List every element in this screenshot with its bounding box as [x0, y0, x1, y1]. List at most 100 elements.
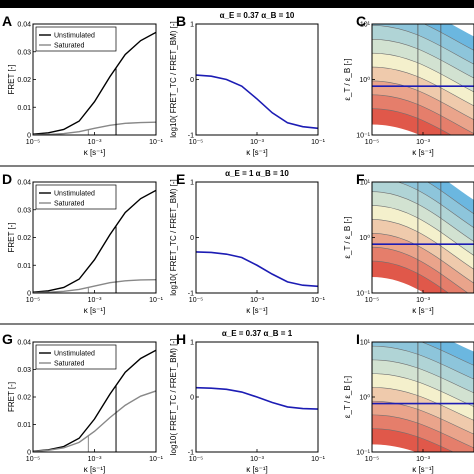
panel-title: α_E = 1 α_B = 10 — [225, 169, 289, 178]
y-tick-label: 10⁰ — [359, 394, 370, 402]
panel-label: E — [176, 171, 185, 187]
contour-band — [372, 428, 454, 452]
panel-C: C 10⁻⁵ 10⁻³ 10⁻¹ 10⁰ 10¹ κ [s⁻¹] ε_T / ε_B [-] — [343, 13, 474, 157]
x-tick-label: 10⁻³ — [88, 139, 102, 146]
contour-line — [372, 233, 474, 284]
y-axis-label: ε_T / ε_B [-] — [343, 376, 352, 418]
y-tick-label: 10¹ — [360, 22, 371, 29]
legend-box — [35, 344, 117, 370]
x-tick-label: 10⁻³ — [416, 456, 430, 463]
y-tick-label: 0.03 — [17, 49, 31, 56]
plot-area — [196, 386, 318, 410]
y-axis-label: FRET [-] — [7, 382, 16, 412]
y-axis-label: log10( FRET_TC / FRET_BM) [-] — [169, 179, 178, 295]
series-ratio — [196, 386, 318, 410]
y-tick-label: 0.02 — [17, 235, 31, 242]
contour-line — [372, 38, 474, 79]
x-tick-label: 10⁻⁵ — [365, 456, 379, 463]
x-tick-label: 10⁻¹ — [149, 297, 163, 304]
contour-band — [390, 182, 474, 230]
plot-area — [196, 251, 318, 288]
axes-frame — [195, 23, 319, 136]
legend: Unstimulated Saturated — [35, 344, 117, 370]
contour-line — [372, 260, 449, 293]
y-tick-label: 0.01 — [17, 263, 31, 270]
x-axis-label: κ [s⁻¹] — [84, 148, 106, 157]
y-tick-label: 0 — [27, 133, 31, 140]
y-tick-label: 10⁰ — [359, 76, 370, 84]
contour-band — [372, 205, 474, 272]
x-tick-label: 10⁻⁵ — [189, 297, 203, 304]
contour-line — [372, 66, 474, 107]
series-ratio — [196, 74, 318, 130]
x-tick-label: 10⁻³ — [88, 297, 102, 304]
contour-band — [372, 219, 474, 286]
contour-line — [372, 428, 454, 452]
contour-line — [372, 108, 452, 135]
contour-band — [372, 108, 452, 135]
contour-band — [372, 247, 468, 293]
y-tick-label: 10¹ — [360, 340, 371, 347]
y-axis-label: FRET [-] — [7, 64, 16, 94]
panel-label: B — [176, 13, 186, 29]
x-tick-label: 10⁻⁵ — [365, 139, 379, 146]
legend-label: Unstimulated — [54, 33, 95, 40]
y-tick-label: -1 — [188, 450, 194, 457]
x-axis-label: κ [s⁻¹] — [84, 465, 106, 474]
y-axis-label: ε_T / ε_B [-] — [343, 58, 352, 100]
legend-box — [35, 26, 117, 52]
y-tick-label: 10⁰ — [359, 234, 370, 242]
y-tick-label: 0.03 — [17, 367, 31, 374]
plot-area — [372, 342, 474, 452]
contour-line — [372, 359, 474, 394]
panel-A: A 10⁻⁵ 10⁻³ 10⁻¹ 0 0.01 0.02 0.03 0.04 κ [s⁻¹] FRE… — [2, 13, 164, 157]
contour-line — [372, 94, 474, 134]
contour-band — [372, 191, 474, 258]
plot-area — [372, 24, 474, 135]
series-ratio — [196, 251, 318, 288]
y-axis-label: FRET [-] — [7, 222, 16, 252]
panel-title: α_E = 0.37 α_B = 10 — [220, 11, 295, 20]
panel-D: D 10⁻⁵ 10⁻³ 10⁻¹ 0 0.01 0.02 0.03 0.04 κ [s⁻¹] FRE… — [2, 171, 164, 315]
contour-line — [372, 219, 474, 270]
contour-line — [372, 414, 474, 449]
contour-band — [372, 414, 474, 452]
x-tick-label: 10⁻¹ — [311, 297, 325, 304]
legend-box — [35, 184, 117, 210]
legend: Unstimulated Saturated — [35, 26, 117, 52]
legend: Unstimulated Saturated — [35, 184, 117, 210]
x-tick-label: 10⁻⁵ — [189, 139, 203, 146]
y-tick-label: 0 — [190, 235, 194, 242]
y-tick-label: 0.01 — [17, 105, 31, 112]
panel-label: D — [2, 171, 12, 187]
x-tick-label: 10⁻³ — [88, 456, 102, 463]
x-axis-label: κ [s⁻¹] — [412, 465, 434, 474]
y-tick-label: 0 — [190, 395, 194, 402]
y-tick-label: -1 — [188, 291, 194, 298]
x-axis-label: κ [s⁻¹] — [412, 148, 434, 157]
contour-band — [419, 24, 474, 53]
panel-title: α_E = 0.37 α_B = 1 — [222, 329, 293, 338]
y-axis-label: log10( FRET_TC / FRET_BM) [-] — [169, 21, 178, 137]
series-saturated — [33, 278, 156, 293]
y-tick-label: 1 — [190, 180, 194, 187]
series-unstimulated — [33, 189, 156, 293]
y-tick-label: 0.01 — [17, 422, 31, 429]
y-axis-label: ε_T / ε_B [-] — [343, 216, 352, 258]
panel-label: I — [356, 331, 360, 347]
x-tick-label: 10⁻³ — [250, 139, 264, 146]
contour-band — [372, 261, 449, 293]
y-axis-label: log10( FRET_TC / FRET_BM) [-] — [169, 339, 178, 455]
legend-label: Saturated — [54, 43, 84, 50]
contour-line — [372, 25, 474, 65]
series-unstimulated — [33, 31, 156, 135]
plot-area — [33, 189, 156, 293]
x-tick-label: 10⁻⁵ — [26, 297, 40, 304]
contour-band — [372, 94, 474, 135]
panel-label: F — [356, 171, 365, 187]
plot-area — [33, 31, 156, 135]
panel-label: G — [2, 331, 13, 347]
